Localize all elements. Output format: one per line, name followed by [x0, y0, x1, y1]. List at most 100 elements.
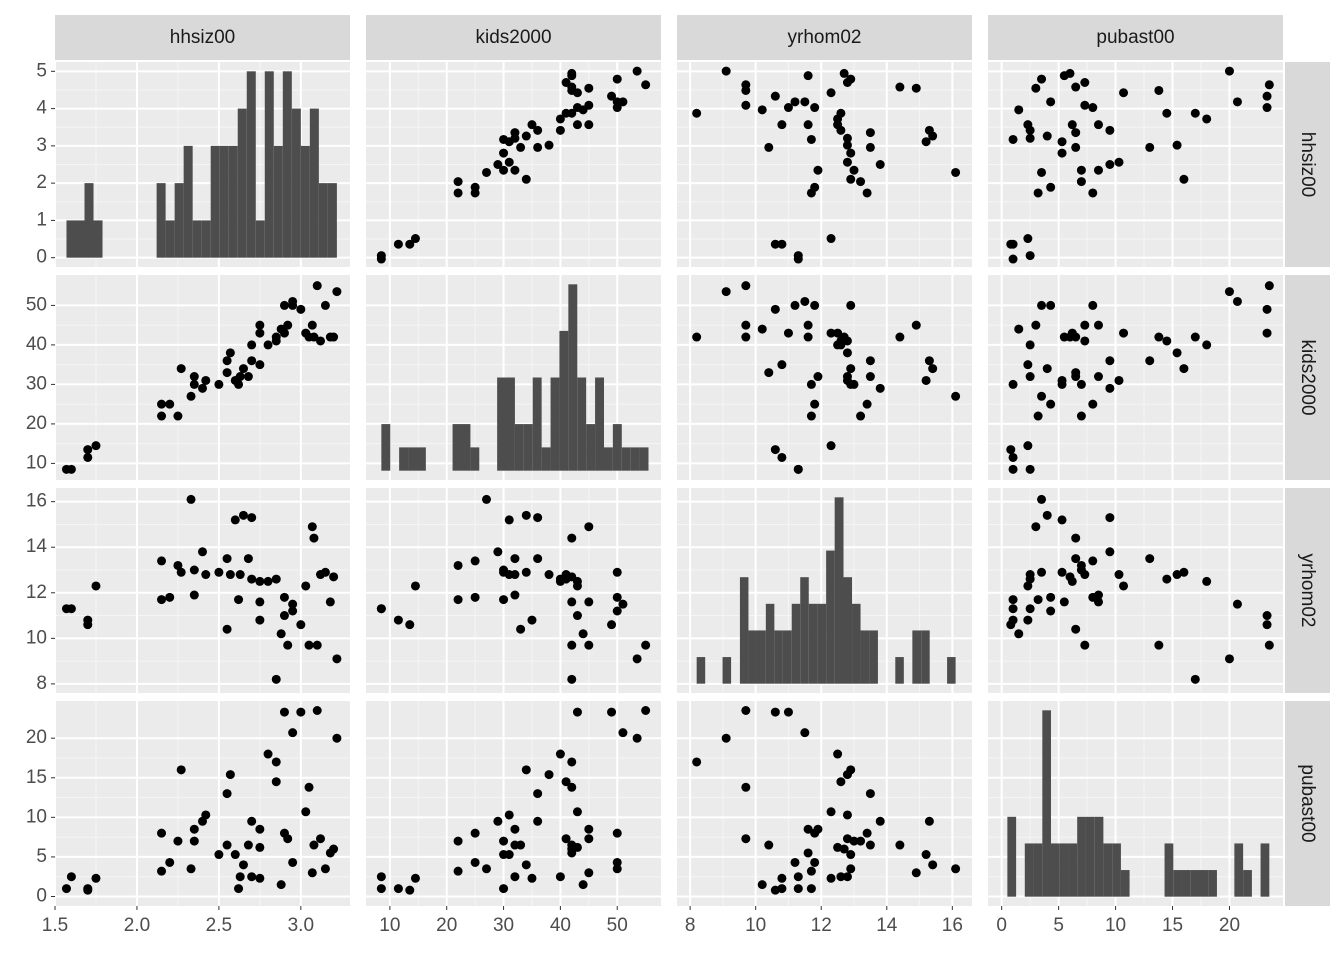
scatter-point [783, 707, 793, 717]
scatter-point [1080, 78, 1090, 87]
scatter-point [255, 842, 265, 852]
scatter-point [632, 66, 642, 76]
scatter-point [555, 872, 565, 882]
histogram-bar [228, 145, 238, 258]
scatter-point [846, 74, 856, 84]
scatter-point [584, 120, 594, 130]
panel-background [366, 701, 661, 906]
scatter-point [865, 840, 875, 850]
histogram-bar [791, 603, 801, 684]
scatter-point [279, 611, 289, 621]
scatter-point [1088, 399, 1098, 409]
scatter-point [721, 733, 731, 743]
scatter-point [296, 707, 306, 717]
scatter-point [846, 364, 856, 374]
scatter-point [839, 844, 849, 854]
scatter-point [527, 873, 537, 883]
histogram-bar [1024, 843, 1034, 897]
scatter-point [271, 574, 281, 584]
scatter-point [839, 332, 849, 342]
scatter-point [1057, 148, 1067, 158]
scatter-point [1080, 336, 1090, 346]
scatter-point [214, 567, 224, 577]
scatter-point [201, 570, 211, 580]
x-tick-label: 14 [876, 915, 898, 936]
histogram-bar [852, 603, 861, 684]
scatter-point [561, 78, 571, 87]
scatter-point [1008, 379, 1018, 389]
strip-label: kids2000 [1297, 339, 1318, 415]
scatter-point [1037, 74, 1047, 84]
scatter-point [307, 320, 317, 330]
x-tick-label: 40 [550, 915, 571, 936]
x-tick-label: 16 [942, 915, 963, 936]
scatter-point [612, 592, 622, 602]
scatter-point [741, 332, 751, 342]
scatter-point [911, 868, 921, 878]
scatter-point [1154, 85, 1164, 95]
histogram-bar [165, 220, 175, 258]
histogram-bar [381, 424, 391, 471]
scatter-point [721, 66, 731, 76]
scatter-point [307, 522, 317, 532]
x-tick-label: 10 [745, 915, 766, 936]
scatter-point [66, 464, 76, 474]
scatter-point [875, 383, 885, 393]
histogram-bar [461, 424, 471, 471]
scatter-point [1190, 674, 1200, 684]
scatter-point [247, 872, 257, 882]
scatter-point [757, 880, 767, 890]
scatter-point [741, 834, 751, 844]
scatter-point [584, 640, 594, 650]
scatter-point [157, 595, 167, 605]
scatter-point [641, 705, 651, 715]
scatter-point [1046, 399, 1056, 409]
scatter-point [764, 142, 774, 152]
scatter-point [1065, 68, 1075, 78]
scatter-point [856, 411, 866, 421]
scatter-point [296, 304, 306, 314]
scatter-point [856, 177, 866, 187]
scatter-point [1190, 108, 1200, 118]
scatter-point [521, 860, 531, 870]
y-tick-label: 5 [36, 60, 47, 81]
scatter-point [470, 828, 480, 838]
scatter-point [247, 513, 257, 523]
scatter-point [1025, 340, 1035, 350]
histogram-bar [696, 657, 706, 684]
scatter-point [527, 615, 537, 625]
histogram-bar [505, 377, 515, 471]
scatter-point [895, 840, 905, 850]
scatter-point [66, 872, 76, 882]
scatter-point [222, 789, 232, 799]
histogram-bar [782, 630, 792, 684]
histogram-bar [470, 447, 480, 471]
scatter-point [567, 572, 577, 582]
strip-label: hhsiz00 [170, 27, 236, 48]
scatter-point [499, 884, 509, 894]
scatter-point [1080, 640, 1090, 650]
scatter-point [921, 137, 931, 147]
scatter-point [1008, 604, 1018, 614]
y-tick-label: 0 [36, 247, 47, 268]
scatter-point [329, 844, 339, 854]
scatter-point [1065, 572, 1075, 582]
scatter-point [567, 68, 577, 78]
x-tick-label: 1.5 [42, 915, 68, 936]
y-tick-label: 10 [26, 806, 47, 827]
scatter-point [793, 884, 803, 894]
scatter-point [288, 599, 298, 609]
scatter-point [1154, 332, 1164, 342]
scatter-point [376, 884, 386, 894]
scatter-point [225, 570, 235, 580]
scatter-point [214, 379, 224, 389]
scatter-point [584, 868, 594, 878]
x-tick-label: 30 [493, 915, 514, 936]
histogram-bar [93, 220, 103, 258]
scatter-point [1179, 174, 1189, 184]
histogram-bar [300, 145, 310, 258]
scatter-point [721, 287, 731, 297]
scatter-point [584, 834, 594, 844]
histogram-bar [1077, 816, 1086, 897]
